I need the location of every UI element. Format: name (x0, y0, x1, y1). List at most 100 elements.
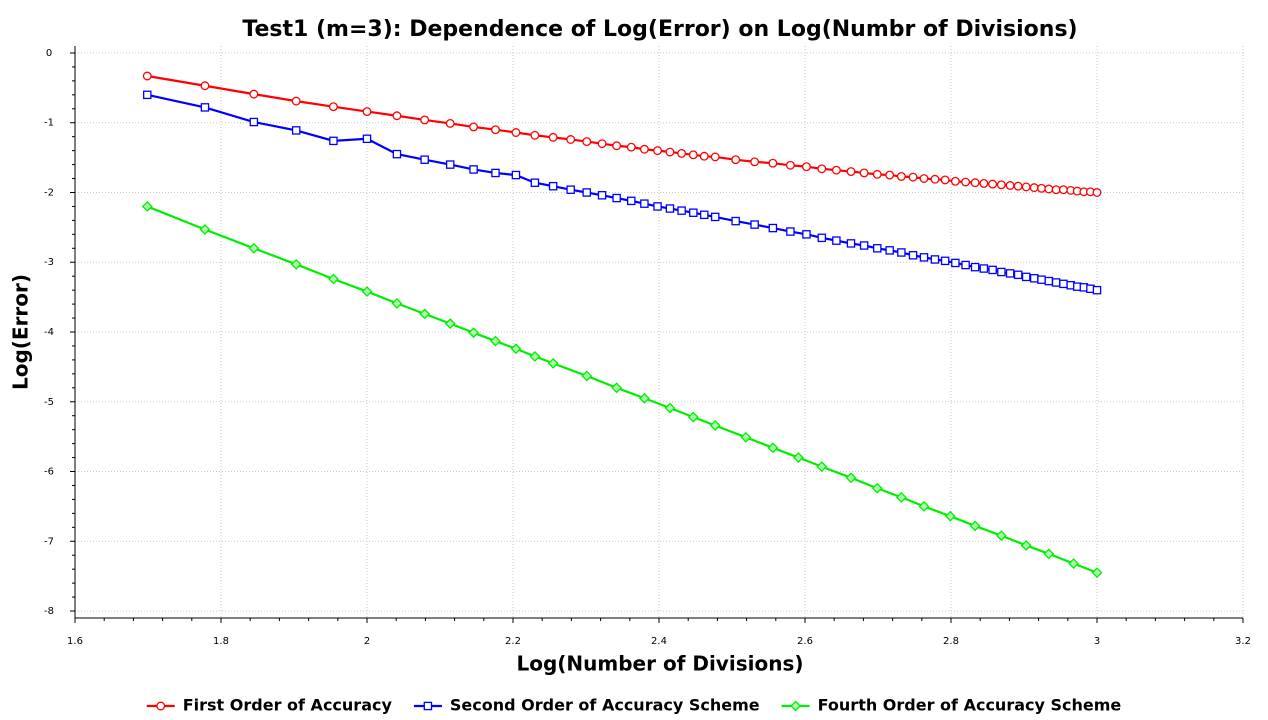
marker (846, 167, 856, 177)
marker (582, 188, 591, 197)
y-tick-label: -8 (44, 606, 54, 617)
marker (530, 178, 540, 187)
marker (710, 212, 720, 222)
chart-title: Test1 (m=3): Dependence of Log(Error) on… (242, 17, 1077, 42)
marker (199, 224, 211, 235)
marker (664, 402, 676, 414)
marker (940, 256, 950, 266)
marker (871, 482, 883, 494)
marker (677, 148, 687, 158)
marker (919, 253, 929, 262)
marker (1005, 181, 1015, 190)
marker (445, 118, 455, 128)
marker (1013, 270, 1023, 280)
marker (469, 122, 479, 132)
marker (919, 174, 929, 183)
marker (510, 343, 522, 355)
marker (1029, 274, 1039, 283)
y-tick-label: -1 (44, 118, 54, 129)
marker (845, 472, 857, 484)
marker (885, 246, 894, 255)
marker (653, 202, 662, 211)
marker (328, 273, 339, 285)
marker (831, 165, 841, 175)
marker (248, 242, 260, 254)
marker (731, 155, 741, 165)
legend-label: Second Order of Accuracy Scheme (450, 696, 760, 715)
marker (1037, 183, 1046, 193)
marker (1021, 182, 1031, 192)
x-axis-label: Log(Number of Divisions) (516, 652, 803, 676)
marker (1029, 183, 1039, 193)
marker (817, 164, 827, 174)
marker (988, 265, 997, 275)
marker (768, 223, 778, 233)
marker (612, 141, 622, 151)
marker (328, 102, 338, 112)
marker (802, 162, 811, 172)
marker (665, 204, 675, 213)
marker (291, 126, 301, 135)
marker (817, 233, 827, 243)
marker (423, 701, 433, 711)
y-tick-label: -4 (44, 327, 54, 338)
marker (597, 191, 607, 200)
marker (785, 160, 795, 170)
marker (997, 267, 1006, 277)
marker (1058, 185, 1068, 195)
y-tick-label: -5 (44, 397, 54, 408)
marker (468, 327, 479, 339)
marker (156, 701, 166, 711)
marker (969, 520, 981, 532)
marker (362, 107, 372, 117)
marker (445, 160, 455, 169)
marker (908, 172, 918, 182)
marker (750, 157, 760, 167)
marker (885, 170, 895, 180)
marker (979, 178, 989, 188)
marker (491, 125, 500, 135)
marker (444, 318, 456, 330)
marker (961, 260, 970, 270)
marker (740, 431, 752, 443)
x-tick-label: 2 (364, 636, 370, 647)
marker (249, 89, 259, 99)
marker (141, 201, 153, 212)
legend-item: Fourth Order of Accuracy Scheme (781, 696, 1121, 715)
marker (1044, 276, 1054, 286)
marker (768, 158, 778, 168)
marker (816, 461, 828, 473)
x-tick-label: 3 (1094, 636, 1100, 647)
marker (896, 171, 906, 181)
marker (895, 491, 907, 503)
x-tick-label: 1.8 (213, 636, 229, 647)
marker (677, 206, 686, 215)
marker (143, 90, 152, 100)
marker (846, 239, 856, 248)
marker (1005, 269, 1015, 278)
marker (626, 142, 636, 152)
marker (709, 420, 721, 431)
marker (930, 174, 940, 184)
marker (611, 382, 623, 394)
marker (530, 130, 540, 140)
marker (665, 147, 675, 157)
marker (979, 264, 989, 273)
marker (1051, 185, 1061, 195)
marker (291, 96, 301, 106)
marker (970, 262, 980, 272)
marker (640, 199, 649, 208)
marker (469, 165, 478, 174)
marker (391, 297, 403, 309)
marker (767, 442, 779, 454)
marker (1059, 279, 1068, 289)
marker (873, 244, 882, 253)
marker (930, 255, 940, 264)
marker (689, 208, 698, 217)
marker (710, 152, 720, 162)
series-line (147, 74, 1098, 194)
marker (918, 500, 930, 512)
marker (490, 335, 501, 347)
y-tick-label: 0 (46, 48, 52, 59)
